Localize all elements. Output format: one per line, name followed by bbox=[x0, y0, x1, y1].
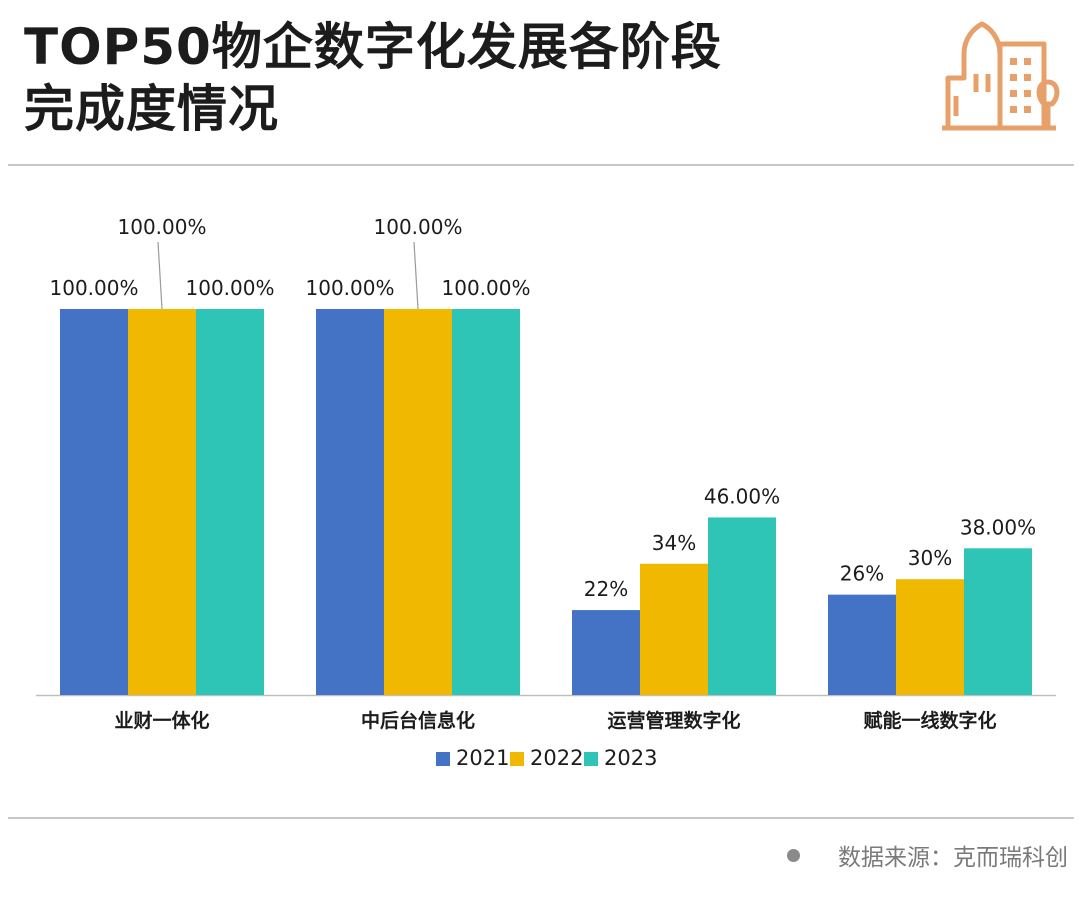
data-label-2023-1: 100.00% bbox=[186, 276, 275, 300]
data-label-2023-3: 46.00% bbox=[704, 484, 780, 508]
bar-2021-4 bbox=[828, 594, 896, 695]
legend-swatch-2023 bbox=[584, 752, 598, 766]
footer-divider bbox=[8, 817, 1074, 819]
legend-swatch-2022 bbox=[510, 752, 524, 766]
data-label-leader-1 bbox=[157, 241, 163, 310]
data-label-2022-1: 100.00% bbox=[118, 215, 207, 239]
category-label-1: 业财一体化 bbox=[114, 709, 209, 732]
header-divider bbox=[8, 164, 1074, 166]
chart-title-line-2: 完成度情况 bbox=[24, 80, 279, 138]
bar-2022-2 bbox=[384, 309, 452, 695]
bullet-icon bbox=[787, 849, 800, 862]
category-label-3: 运营管理数字化 bbox=[607, 709, 740, 732]
bar-2022-4 bbox=[896, 579, 964, 695]
data-label-leader-2 bbox=[413, 241, 419, 310]
chart-title: TOP50物企数字化发展各阶段 完成度情况 bbox=[24, 16, 722, 140]
category-label-2: 中后台信息化 bbox=[361, 709, 475, 732]
bar-2023-3 bbox=[708, 517, 776, 695]
data-label-2021-3: 22% bbox=[584, 577, 628, 601]
bar-2023-2 bbox=[452, 309, 520, 695]
bar-2021-3 bbox=[572, 610, 640, 695]
bar-2023-4 bbox=[964, 548, 1032, 695]
chart-title-line-1: TOP50物企数字化发展各阶段 bbox=[24, 18, 722, 76]
data-label-2022-2: 100.00% bbox=[374, 215, 463, 239]
bar-2022-3 bbox=[640, 563, 708, 695]
legend-swatch-2021 bbox=[436, 752, 450, 766]
bar-2022-1 bbox=[128, 309, 196, 695]
data-source-text: 数据来源：克而瑞科创 bbox=[838, 845, 1068, 871]
city-buildings-icon bbox=[942, 21, 1060, 131]
legend-label-2021: 2021 bbox=[456, 746, 509, 770]
data-label-2023-4: 38.00% bbox=[960, 515, 1036, 539]
data-label-2021-4: 26% bbox=[840, 562, 884, 586]
data-label-2022-4: 30% bbox=[908, 546, 952, 570]
bar-2021-1 bbox=[60, 309, 128, 695]
data-source: 数据来源：克而瑞科创 bbox=[787, 838, 1068, 872]
category-label-4: 赋能一线数字化 bbox=[863, 709, 996, 732]
data-label-2022-3: 34% bbox=[652, 531, 696, 555]
data-label-2021-1: 100.00% bbox=[50, 276, 139, 300]
legend-label-2022: 2022 bbox=[530, 746, 583, 770]
bar-2023-1 bbox=[196, 309, 264, 695]
data-label-2023-2: 100.00% bbox=[442, 276, 531, 300]
bar-2021-2 bbox=[316, 309, 384, 695]
legend-label-2023: 2023 bbox=[604, 746, 657, 770]
data-label-2021-2: 100.00% bbox=[306, 276, 395, 300]
bar-chart: 100.00% 100.00% 100.00% 业财一体化 100.00% 100.00%… bbox=[36, 215, 1056, 770]
